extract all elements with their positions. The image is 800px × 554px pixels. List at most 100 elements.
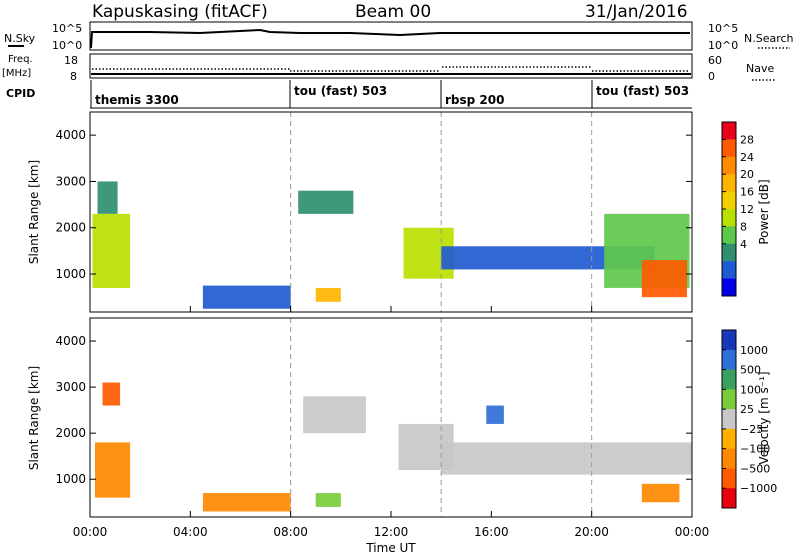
velocity-colorbar-frame bbox=[721, 329, 737, 509]
velocity-colorbar-swatch bbox=[722, 488, 736, 509]
power-colorbar-tick-label: 28 bbox=[740, 133, 754, 146]
power-ytick-label: 3000 bbox=[55, 174, 86, 188]
power-colorbar-tick-label: 20 bbox=[740, 168, 754, 181]
velocity-colorbar-tick-label: −25 bbox=[740, 423, 763, 436]
nsky-panel-frame bbox=[89, 21, 693, 51]
power-colorbar-swatch bbox=[722, 226, 736, 245]
power-colorbar-swatch bbox=[722, 209, 736, 227]
power-colorbar-swatch bbox=[722, 174, 736, 193]
velocity-ytick-label: 1000 bbox=[55, 472, 86, 486]
power-colorbar-label: Power [dB] bbox=[757, 179, 771, 244]
nave-tick-top: 60 bbox=[708, 54, 722, 67]
power-colorbar-swatch bbox=[722, 243, 736, 262]
velocity-ytick-label: 3000 bbox=[55, 380, 86, 394]
power-colorbar-swatch bbox=[722, 139, 736, 158]
velocity-region bbox=[641, 483, 680, 503]
velocity-colorbar-tick-label: −1000 bbox=[740, 482, 777, 495]
freq-unit: [MHz] bbox=[2, 68, 31, 79]
velocity-ytick-label: 4000 bbox=[55, 334, 86, 348]
power-region bbox=[315, 287, 341, 302]
x-tick-label: 16:00 bbox=[474, 525, 509, 539]
velocity-colorbar-tick-label: 25 bbox=[740, 403, 754, 416]
power-ytick-label: 1000 bbox=[55, 267, 86, 281]
power-ylabel: Slant Range [km] bbox=[27, 160, 41, 264]
cpid-label: CPID bbox=[6, 87, 35, 100]
nsearch-label: N.Search bbox=[744, 32, 794, 45]
nsky-trace bbox=[90, 28, 690, 49]
x-tick-label: 00:00 bbox=[675, 525, 710, 539]
power-heatmap bbox=[92, 181, 690, 309]
power-axes: 1000 2000 3000 4000 bbox=[55, 112, 693, 312]
nave-label: Nave bbox=[746, 62, 774, 75]
velocity-colorbar-tick-label: 1000 bbox=[740, 344, 768, 357]
cpid-segment-4: tou (fast) 503 bbox=[596, 84, 689, 98]
velocity-region bbox=[441, 442, 692, 475]
velocity-region bbox=[95, 442, 131, 498]
cpid-segment-1: themis 3300 bbox=[95, 93, 179, 107]
velocity-colorbar-swatch bbox=[722, 448, 736, 469]
x-tick-label: 20:00 bbox=[574, 525, 609, 539]
power-colorbar-swatch bbox=[722, 278, 736, 297]
velocity-region bbox=[315, 493, 341, 507]
freq-tick-bottom: 8 bbox=[70, 70, 77, 83]
power-region bbox=[97, 181, 118, 214]
velocity-axes: 1000 2000 3000 4000 bbox=[55, 318, 693, 517]
freq-label: Freq. bbox=[8, 54, 33, 65]
velocity-colorbar-label: Velocity [m s⁻¹] bbox=[757, 371, 771, 464]
velocity-ylabel: Slant Range [km] bbox=[27, 366, 41, 470]
power-region bbox=[202, 285, 291, 309]
x-axis-label: Time UT bbox=[365, 541, 416, 554]
velocity-heatmap bbox=[95, 382, 692, 512]
velocity-panel-frame bbox=[89, 317, 693, 518]
velocity-colorbar-tick-label: −100 bbox=[740, 443, 770, 456]
power-colorbar-swatch bbox=[722, 122, 736, 140]
power-colorbar: 28 24 20 16 12 8 4 bbox=[721, 121, 754, 297]
power-colorbar-tick-label: 16 bbox=[740, 186, 754, 199]
nsky-label: N.Sky bbox=[4, 32, 36, 45]
power-colorbar-swatch bbox=[722, 191, 736, 210]
power-colorbar-tick-label: 4 bbox=[740, 238, 747, 251]
power-panel-frame bbox=[89, 111, 693, 313]
velocity-region bbox=[102, 382, 121, 406]
power-region bbox=[92, 213, 131, 288]
power-colorbar-swatch bbox=[722, 156, 736, 175]
velocity-colorbar-swatch bbox=[722, 468, 736, 489]
velocity-region bbox=[202, 493, 291, 512]
nave-tick-bottom: 0 bbox=[708, 70, 715, 83]
velocity-colorbar-swatch bbox=[722, 330, 736, 351]
power-region bbox=[441, 246, 655, 270]
cpid-segment-3: rbsp 200 bbox=[445, 93, 504, 107]
power-ytick-label: 2000 bbox=[55, 221, 86, 235]
power-colorbar-swatch bbox=[722, 261, 736, 280]
x-tick-label: 04:00 bbox=[173, 525, 208, 539]
nsky-tick-top: 10^5 bbox=[52, 22, 82, 35]
x-tick-label: 00:00 bbox=[73, 525, 108, 539]
power-colorbar-tick-label: 24 bbox=[740, 151, 754, 164]
power-ytick-label: 4000 bbox=[55, 128, 86, 142]
chart-title: Kapuskasing (fitACF) bbox=[92, 2, 268, 22]
nsky-tick-bottom: 10^0 bbox=[52, 39, 82, 52]
velocity-ytick-label: 2000 bbox=[55, 426, 86, 440]
velocity-colorbar-tick-label: −500 bbox=[740, 462, 770, 475]
date-label: 31/Jan/2016 bbox=[585, 2, 688, 22]
beam-label: Beam 00 bbox=[355, 2, 431, 22]
power-region bbox=[298, 190, 354, 214]
velocity-colorbar-swatch bbox=[722, 349, 736, 371]
velocity-colorbar-swatch bbox=[722, 428, 736, 450]
nave-trace bbox=[92, 66, 690, 72]
velocity-colorbar-tick-label: 100 bbox=[740, 383, 761, 396]
velocity-colorbar: 1000 500 100 25 −25 −100 −500 −1000 bbox=[721, 329, 777, 509]
cpid-segment-2: tou (fast) 503 bbox=[294, 84, 387, 98]
x-tick-label: 12:00 bbox=[374, 525, 409, 539]
power-colorbar-tick-label: 12 bbox=[740, 203, 754, 216]
x-tick-label: 08:00 bbox=[273, 525, 308, 539]
velocity-colorbar-swatch bbox=[722, 409, 736, 430]
power-region bbox=[641, 260, 687, 298]
x-tick-labels: 00:00 04:00 08:00 12:00 16:00 20:00 00:00 bbox=[73, 525, 710, 539]
freq-panel-frame bbox=[89, 53, 693, 79]
velocity-colorbar-tick-label: 500 bbox=[740, 364, 761, 377]
velocity-colorbar-swatch bbox=[722, 389, 736, 410]
velocity-colorbar-swatch bbox=[722, 369, 736, 390]
nsearch-tick-bottom: 10^0 bbox=[708, 39, 738, 52]
